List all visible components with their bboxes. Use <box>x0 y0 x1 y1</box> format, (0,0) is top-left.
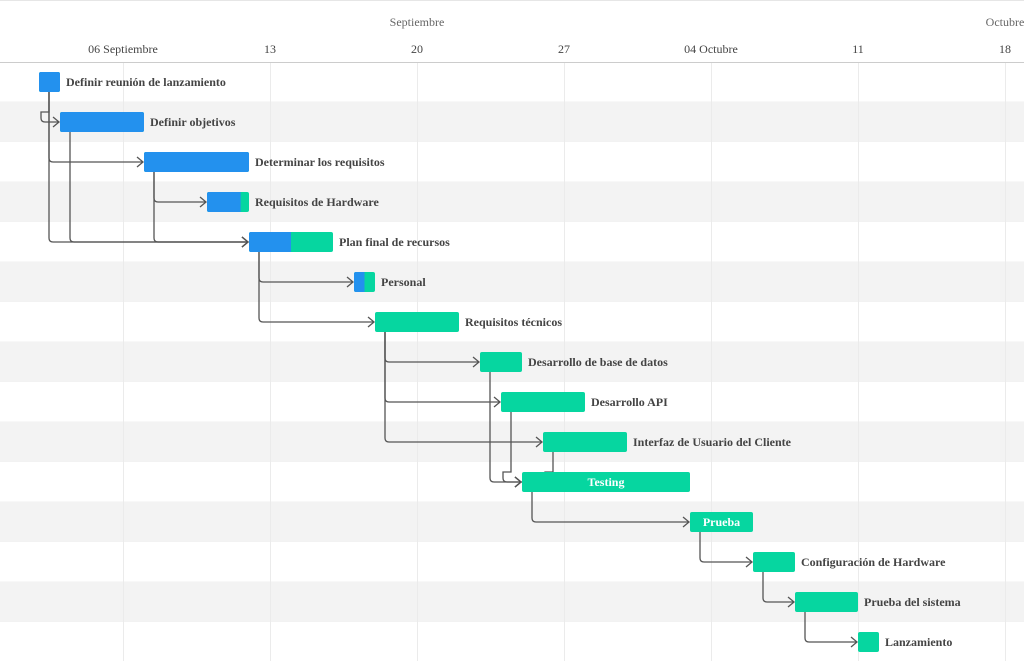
dependency-arrowhead <box>367 316 376 328</box>
dependency-arrowhead <box>535 436 544 448</box>
task-bar: Prueba del sistema <box>795 592 961 612</box>
task-label: Interfaz de Usuario del Cliente <box>633 435 792 449</box>
task-bar-remaining <box>753 552 795 572</box>
task-bar-remaining <box>690 512 753 532</box>
task-label: Requisitos técnicos <box>465 315 562 329</box>
task-bar-progress <box>39 72 60 92</box>
dependency-arrowhead <box>472 356 481 368</box>
dependency-arrow <box>69 132 248 243</box>
task-bar: Configuración de Hardware <box>753 552 946 572</box>
grid-lines <box>123 62 1006 661</box>
row-background <box>0 62 1024 102</box>
task-bar-progress <box>249 232 291 252</box>
month-label: Septiembre <box>390 15 445 29</box>
task-bar-remaining <box>501 392 585 412</box>
task-label: Desarrollo API <box>591 395 668 409</box>
row-background <box>0 542 1024 582</box>
task-bar-progress <box>354 272 365 292</box>
task-label: Testing <box>588 475 625 489</box>
dependency-arrow <box>48 92 248 243</box>
tick-label: 11 <box>852 42 864 56</box>
row-background <box>0 502 1024 542</box>
tick-label: 18 <box>999 42 1011 56</box>
dependency-arrow <box>762 572 794 603</box>
task-bar-remaining <box>375 312 459 332</box>
task-label: Definir reunión de lanzamiento <box>66 75 226 89</box>
dependency-arrow <box>384 332 542 443</box>
task-bar: Requisitos técnicos <box>375 312 562 332</box>
dependency-arrow <box>699 532 752 563</box>
task-bar-progress <box>60 112 144 132</box>
dependency-arrowhead <box>682 516 691 528</box>
dependency-arrow <box>153 172 248 243</box>
dependency-arrowhead <box>514 476 523 488</box>
task-bar: Testing <box>522 472 690 492</box>
task-bar-remaining <box>543 432 627 452</box>
dependency-arrow <box>40 92 59 123</box>
task-bar: Plan final de recursos <box>249 232 450 252</box>
task-bar: Definir reunión de lanzamiento <box>39 72 226 92</box>
task-bar: Lanzamiento <box>858 632 952 652</box>
dependency-arrowhead <box>745 556 754 568</box>
dependency-arrowhead <box>52 116 61 128</box>
task-bar: Personal <box>354 272 426 292</box>
tick-label: 27 <box>558 42 570 56</box>
month-label: Octubre <box>986 15 1024 29</box>
dependency-arrow <box>804 612 857 643</box>
task-label: Definir objetivos <box>150 115 236 129</box>
timeline-header: Septiembre Octubre 06 Septiembre 13 20 27 04 O… <box>0 0 1024 63</box>
task-bar: Desarrollo API <box>501 392 668 412</box>
dependency-arrow <box>489 372 521 483</box>
task-bar-remaining <box>480 352 522 372</box>
row-background <box>0 302 1024 342</box>
header-background <box>0 0 1024 62</box>
dependency-arrows <box>40 92 859 648</box>
dependency-arrowhead <box>787 596 796 608</box>
tick-label: 04 Octubre <box>684 42 738 56</box>
task-bar: Desarrollo de base de datos <box>480 352 668 372</box>
dependency-arrow <box>258 252 374 323</box>
dependency-arrow <box>531 492 689 523</box>
dependency-arrowhead <box>241 236 250 248</box>
task-label: Desarrollo de base de datos <box>528 355 668 369</box>
task-bar: Requisitos de Hardware <box>207 192 379 212</box>
task-label: Lanzamiento <box>885 635 952 649</box>
task-label: Plan final de recursos <box>339 235 450 249</box>
dependency-arrowhead <box>199 196 208 208</box>
task-bars: Definir reunión de lanzamiento Definir ob… <box>39 72 961 652</box>
task-bar: Determinar los requisitos <box>144 152 385 172</box>
task-bar-remaining <box>858 632 879 652</box>
task-label: Configuración de Hardware <box>801 555 946 569</box>
task-bar: Prueba <box>690 512 753 532</box>
task-bar: Interfaz de Usuario del Cliente <box>543 432 792 452</box>
tick-label: 13 <box>264 42 276 56</box>
dependency-arrowhead <box>493 396 502 408</box>
task-bar-remaining <box>795 592 858 612</box>
task-bar-progress <box>207 192 241 212</box>
tick-label: 06 Septiembre <box>88 42 158 56</box>
task-label: Prueba del sistema <box>864 595 961 609</box>
task-bar-remaining <box>522 472 690 492</box>
task-label: Prueba <box>703 515 740 529</box>
task-label: Requisitos de Hardware <box>255 195 379 209</box>
task-bar-progress <box>144 152 249 172</box>
dependency-arrowhead <box>850 636 859 648</box>
tick-label: 20 <box>411 42 423 56</box>
task-label: Determinar los requisitos <box>255 155 385 169</box>
row-background <box>0 102 1024 142</box>
task-label: Personal <box>381 275 426 289</box>
dependency-arrow <box>502 412 521 483</box>
row-background <box>0 262 1024 302</box>
task-bar: Definir objetivos <box>60 112 236 132</box>
dependency-arrowhead <box>136 156 145 168</box>
dependency-arrowhead <box>346 276 355 288</box>
